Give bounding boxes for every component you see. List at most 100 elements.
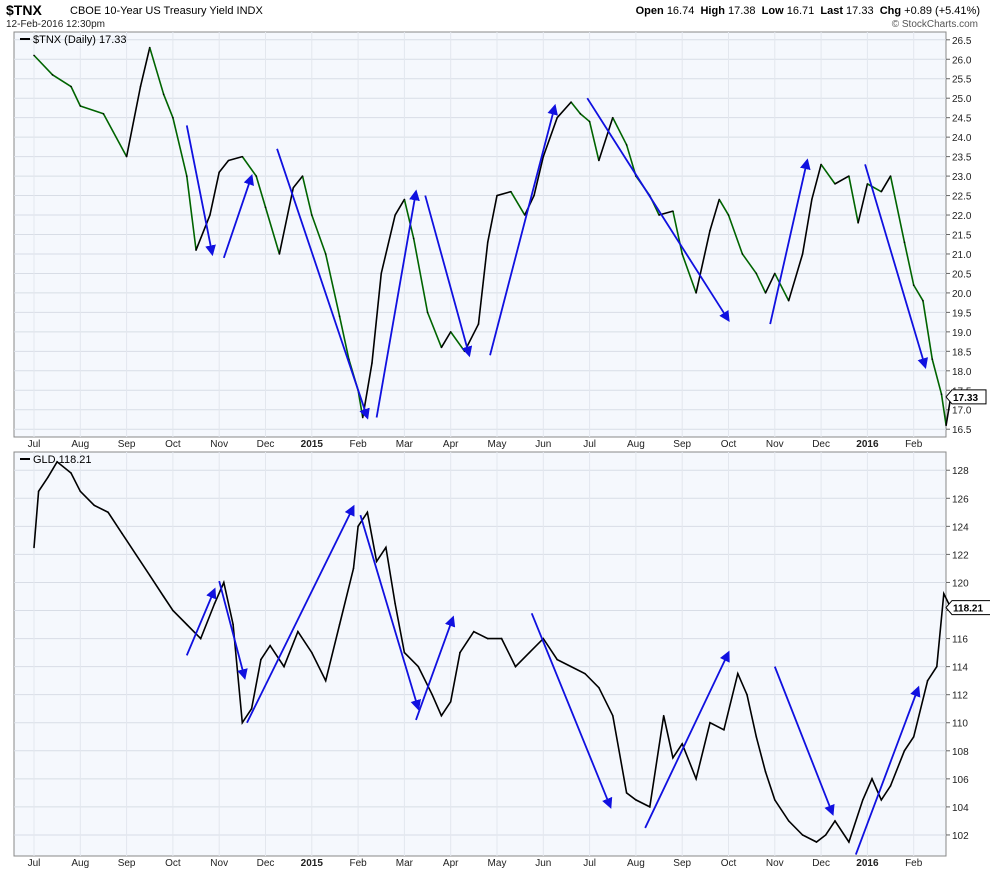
gld-data-point [297,630,299,633]
tnx-y-tick-label: 19.0 [952,328,972,339]
tnx-data-point [922,299,924,302]
tnx-x-tick-label: 2015 [301,439,324,450]
gld-x-tick-label: Aug [627,858,645,869]
tnx-y-tick-label: 16.5 [952,425,972,436]
gld-data-point [148,574,151,577]
tnx-data-point [426,311,429,314]
gld-data-point [47,476,49,479]
tnx-data-point [292,186,295,189]
gld-data-point [681,742,683,745]
tnx-data-point [834,183,836,185]
symbol-title: $TNX [6,2,42,18]
tnx-data-point [440,346,443,349]
gld-trend-arrow [530,612,613,809]
tnx-series-segment [612,117,628,146]
tnx-series-segment [867,183,882,193]
gld-data-point [801,834,804,836]
gld-y-tick-label: 110 [952,719,968,730]
gld-data-point [459,651,461,654]
gld-data-point [528,651,531,654]
high-value: 17.38 [727,5,756,17]
tnx-series-segment [903,242,915,286]
gld-y-tick-label: 108 [952,747,969,758]
tnx-data-point [33,54,35,57]
tnx-data-point [912,284,915,286]
tnx-series-segment [940,394,947,426]
gld-data-point [672,757,674,759]
gld-data-point [352,567,355,570]
tnx-series-segment [185,175,197,251]
tnx-x-tick-label: Jun [535,439,551,450]
tnx-series-segment [264,207,281,255]
tnx-data-point [162,93,165,96]
tnx-series-segment [324,253,341,317]
tnx-series-segment [228,155,243,162]
gld-x-tick-label: Feb [905,858,923,869]
tnx-data-point [848,175,850,177]
tnx-series-segment [787,253,804,301]
tnx-x-tick-label: Jul [28,439,41,450]
tnx-data-point [866,183,869,185]
gld-trend-arrow [185,587,217,656]
gld-trend-arrow [359,514,421,711]
gld-data-point [556,658,558,661]
tnx-series-segment [172,117,188,177]
gld-y-tick-label: 106 [952,775,969,786]
gld-y-tick-label: 124 [952,522,969,533]
gld-x-tick-label: Oct [721,858,737,869]
tnx-data-point [486,241,489,244]
gld-data-point [107,511,109,514]
tnx-x-tick-label: Nov [210,439,228,450]
change-label: Chg [879,5,902,17]
tnx-y-tick-label: 24.5 [952,114,972,125]
gld-data-point [93,504,95,507]
tnx-data-point [857,222,859,224]
tnx-y-tick-label: 26.0 [952,55,972,66]
tnx-data-point [510,190,512,193]
tnx-data-point [556,116,558,119]
tnx-series-segment [811,164,822,200]
tnx-data-point [811,198,813,201]
gld-trend-arrow [644,650,730,829]
gld-data-point [625,792,628,794]
gld-y-tick-label: 128 [952,466,969,477]
tnx-series-segment [889,175,906,243]
tnx-y-tick-label: 25.0 [952,94,972,105]
tnx-data-point [787,299,790,302]
gld-y-tick-label: 102 [952,831,969,842]
gld-x-tick-label: Nov [766,858,784,869]
tnx-series-segment [125,86,142,157]
gld-data-point [584,672,586,675]
tnx-y-tick-label: 25.5 [952,75,972,86]
tnx-series-segment [718,199,730,216]
gld-data-point [787,820,790,822]
gld-data-point [815,841,818,843]
tnx-series-segment [33,54,54,76]
gld-x-tick-label: Aug [71,858,89,869]
tnx-x-tick-label: Nov [766,439,784,450]
tnx-data-point [755,272,758,275]
tnx-x-tick-label: Dec [257,439,275,450]
gld-data-point [37,490,40,493]
tnx-trend-arrow [864,164,928,369]
gld-plot: 1021041061081101121141161181201221241261… [13,451,990,869]
chart-header: $TNX CBOE 10-Year US Treasury Yield INDX… [0,0,990,32]
tnx-y-tick-label: 26.5 [952,36,972,47]
tnx-trend-arrow [424,195,473,358]
gld-data-point [848,841,850,843]
gld-data-point [232,623,234,626]
tnx-series-segment [542,117,558,157]
tnx-data-point [801,253,804,255]
description-text: CBOE 10-Year US Treasury Yield [70,5,234,17]
tnx-data-point [931,358,934,360]
gld-x-tick-label: Nov [210,858,228,869]
tnx-y-tick-label: 19.5 [952,308,972,319]
gld-data-point [912,735,915,738]
gld-data-point [942,592,945,595]
gld-data-point [33,546,35,549]
tnx-data-point [371,362,373,364]
tnx-legend-text: $TNX (Daily) 17.33 [33,34,127,46]
tnx-data-point [477,323,480,325]
tnx-x-tick-label: 2016 [856,439,879,450]
